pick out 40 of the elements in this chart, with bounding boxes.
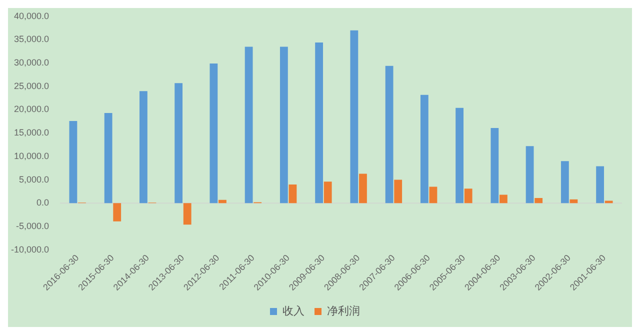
y-tick-label: 20,000.0 [14,104,50,114]
bar [456,108,464,204]
y-tick-label: -10,000.0 [11,244,50,254]
y-tick-label: 5,000.0 [19,174,50,184]
y-tick-label: 35,000.0 [14,34,50,44]
bar [464,188,472,204]
bar [420,94,428,204]
bar [394,180,402,204]
legend-label: 净利润 [327,304,360,318]
bar [490,128,499,204]
y-tick-label: 15,000.0 [14,128,50,138]
bar [315,42,324,204]
y-tick-label: 30,000.0 [14,58,50,68]
bar [350,30,358,204]
bar [560,161,569,204]
bar [218,200,226,204]
bar [288,184,297,204]
bar [244,46,253,204]
bar [280,46,288,204]
y-tick-label: 10,000.0 [14,150,50,161]
bar [183,203,192,225]
bar [526,146,534,204]
y-tick-label: 40,000.0 [14,10,50,21]
bar [359,174,367,204]
bar [139,91,148,204]
bar [104,113,112,204]
bar [69,120,78,204]
bar [500,194,508,204]
bar [534,198,543,204]
bar [324,182,332,204]
legend-label: 收入 [282,304,304,318]
y-tick-label: -5,000.0 [16,220,50,231]
bar [113,203,122,222]
y-tick-label: 0.0 [36,198,50,208]
bar [174,83,183,204]
bar [429,186,438,204]
bar [596,166,604,204]
bar [385,66,394,204]
bar [210,64,218,204]
y-tick-label: 25,000.0 [14,80,50,91]
